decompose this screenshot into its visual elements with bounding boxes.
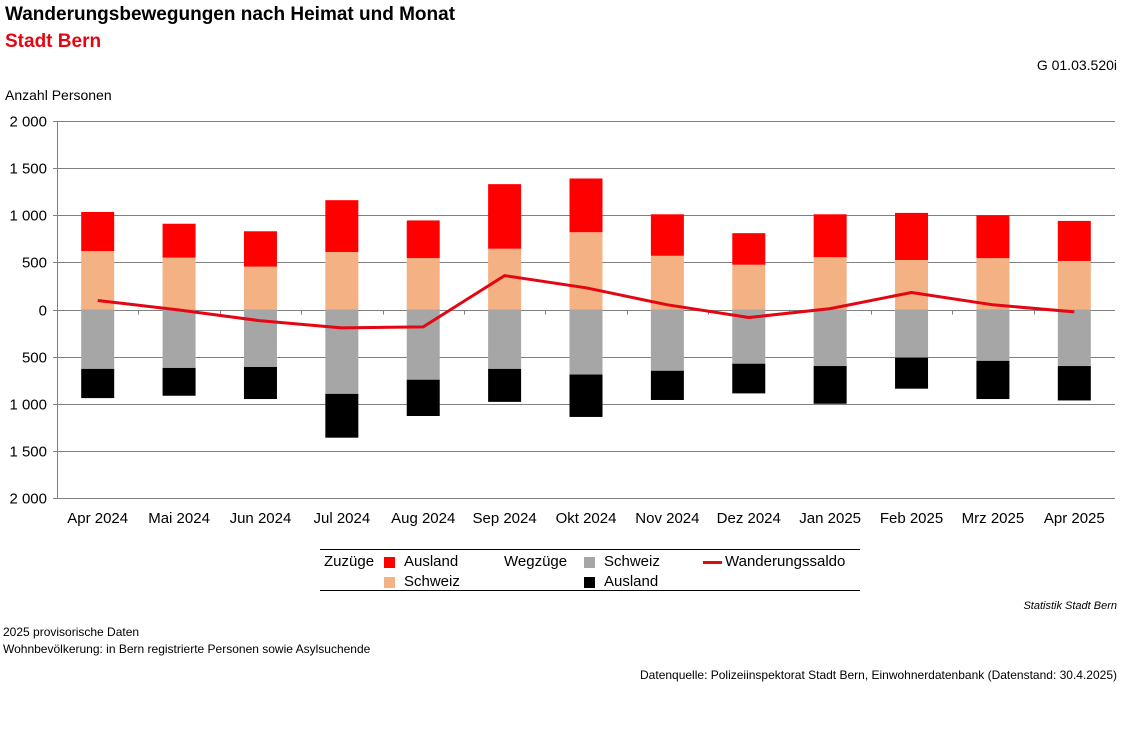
bar-wegzuege-schweiz <box>488 309 522 369</box>
x-tick-label: Apr 2024 <box>67 510 128 527</box>
bar-wegzuege-ausland <box>162 367 196 396</box>
bar-zuzuege-schweiz <box>732 264 766 310</box>
legend-group-in: Zuzüge <box>324 553 375 570</box>
y-tick-label: 1 000 <box>9 397 47 414</box>
bar-zuzuege-ausland <box>1057 220 1091 261</box>
legend-group-out: Wegzüge <box>504 553 568 570</box>
y-tick-label: 1 500 <box>9 161 47 178</box>
legend-label-in-schweiz: Schweiz <box>404 573 460 590</box>
y-tick-label: 500 <box>22 350 47 367</box>
saldo-line-group <box>97 274 1075 330</box>
x-tick-label: Aug 2024 <box>391 510 455 527</box>
y-tick-label: 2 000 <box>9 491 47 508</box>
bar-wegzuege-ausland <box>813 366 847 404</box>
bar-zuzuege-schweiz <box>406 258 440 310</box>
bar-zuzuege-schweiz <box>569 232 603 310</box>
bar-wegzuege-schweiz <box>569 309 603 375</box>
data-source: Datenquelle: Polizeiinspektorat Stadt Be… <box>640 668 1117 682</box>
bar-zuzuege-ausland <box>162 223 196 258</box>
y-tick-label: 1 500 <box>9 444 47 461</box>
footnote-population: Wohnbevölkerung: in Bern registrierte Pe… <box>3 642 371 656</box>
bar-wegzuege-ausland <box>325 393 359 438</box>
x-tick-label: Dez 2024 <box>717 510 781 527</box>
bar-wegzuege-schweiz <box>976 309 1010 361</box>
bar-zuzuege-schweiz <box>243 266 277 310</box>
bar-wegzuege-schweiz <box>650 309 684 371</box>
bar-zuzuege-schweiz <box>650 255 684 310</box>
legend: Zuzüge Ausland Schweiz Wegzüge Schweiz A… <box>320 549 860 591</box>
bar-wegzuege-schweiz <box>325 309 359 394</box>
x-ticks: Apr 2024 Mai 2024 Jun 2024 Jul 2024 Aug 2024… <box>67 510 1105 527</box>
bar-wegzuege-ausland <box>406 379 440 417</box>
bar-zuzuege-ausland <box>569 178 603 233</box>
legend-label-out-schweiz: Schweiz <box>604 553 660 570</box>
x-tick-label: Sep 2024 <box>472 510 536 527</box>
bar-zuzuege-ausland <box>895 212 929 261</box>
bar-wegzuege-ausland <box>976 360 1010 400</box>
bar-wegzuege-ausland <box>895 357 929 389</box>
y-tick-label: 2 000 <box>9 114 47 131</box>
bar-wegzuege-schweiz <box>813 309 847 367</box>
y-tick-label: 0 <box>39 303 47 320</box>
bar-wegzuege-ausland <box>488 368 522 402</box>
x-tick-label: Okt 2024 <box>556 510 617 527</box>
bar-zuzuege-schweiz <box>813 257 847 310</box>
bar-zuzuege-schweiz <box>488 248 522 310</box>
bars <box>81 178 1091 438</box>
footnote-provisional: 2025 provisorische Daten <box>3 625 140 639</box>
bar-zuzuege-ausland <box>650 214 684 256</box>
saldo-line <box>97 274 1075 330</box>
bar-wegzuege-schweiz <box>895 309 929 358</box>
bar-wegzuege-ausland <box>650 370 684 400</box>
bar-zuzuege-ausland <box>976 215 1010 259</box>
bar-zuzuege-ausland <box>732 233 766 265</box>
bar-wegzuege-ausland <box>1057 366 1091 401</box>
bar-zuzuege-ausland <box>406 220 440 259</box>
bar-zuzuege-schweiz <box>325 252 359 310</box>
y-tick-label: 500 <box>22 255 47 272</box>
x-tick-label: Jun 2024 <box>230 510 292 527</box>
legend-line-saldo <box>703 561 722 564</box>
bar-wegzuege-schweiz <box>162 309 196 368</box>
bar-wegzuege-ausland <box>243 366 277 400</box>
statistik-credit: Statistik Stadt Bern <box>1023 600 1117 612</box>
y-axis-label: Anzahl Personen <box>5 87 112 103</box>
bar-zuzuege-schweiz <box>976 258 1010 310</box>
bar-wegzuege-schweiz <box>1057 309 1091 367</box>
bar-zuzuege-schweiz <box>895 260 929 310</box>
chart-subtitle: Stadt Bern <box>5 31 102 52</box>
bar-zuzuege-ausland <box>243 231 277 267</box>
bar-wegzuege-ausland <box>81 368 115 399</box>
x-tick-label: Nov 2024 <box>635 510 699 527</box>
legend-swatch-in-ausland <box>384 557 395 568</box>
y-tick-label: 1 000 <box>9 208 47 225</box>
bar-wegzuege-ausland <box>732 363 766 394</box>
chart-code: G 01.03.520i <box>1036 57 1117 73</box>
bar-zuzuege-ausland <box>325 200 359 253</box>
x-tick-label: Apr 2025 <box>1044 510 1105 527</box>
legend-label-out-ausland: Ausland <box>604 573 659 590</box>
bar-wegzuege-ausland <box>569 374 603 417</box>
legend-swatch-out-schweiz <box>584 557 595 568</box>
x-tick-label: Mai 2024 <box>148 510 210 527</box>
chart-title: Wanderungsbewegungen nach Heimat und Mon… <box>5 4 456 25</box>
bar-zuzuege-schweiz <box>81 251 115 310</box>
bar-wegzuege-schweiz <box>81 309 115 369</box>
legend-swatch-in-schweiz <box>384 577 395 588</box>
migration-chart: 2 000 1 500 1 000 500 0 500 1 000 1 500 2 000 Ap… <box>9 114 1115 527</box>
bar-zuzuege-schweiz <box>162 257 196 310</box>
x-tick-label: Mrz 2025 <box>962 510 1025 527</box>
x-tick-label: Jul 2024 <box>313 510 370 527</box>
legend-swatch-out-ausland <box>584 577 595 588</box>
x-tick-label: Jan 2025 <box>799 510 861 527</box>
bar-zuzuege-ausland <box>488 184 522 249</box>
bar-zuzuege-schweiz <box>1057 260 1091 310</box>
y-ticks: 2 000 1 500 1 000 500 0 500 1 000 1 500 2 000 <box>9 114 47 508</box>
bar-zuzuege-ausland <box>813 214 847 258</box>
bar-zuzuege-ausland <box>81 211 115 252</box>
x-tick-label: Feb 2025 <box>880 510 943 527</box>
legend-label-saldo: Wanderungssaldo <box>725 553 846 570</box>
legend-label-in-ausland: Ausland <box>404 553 459 570</box>
